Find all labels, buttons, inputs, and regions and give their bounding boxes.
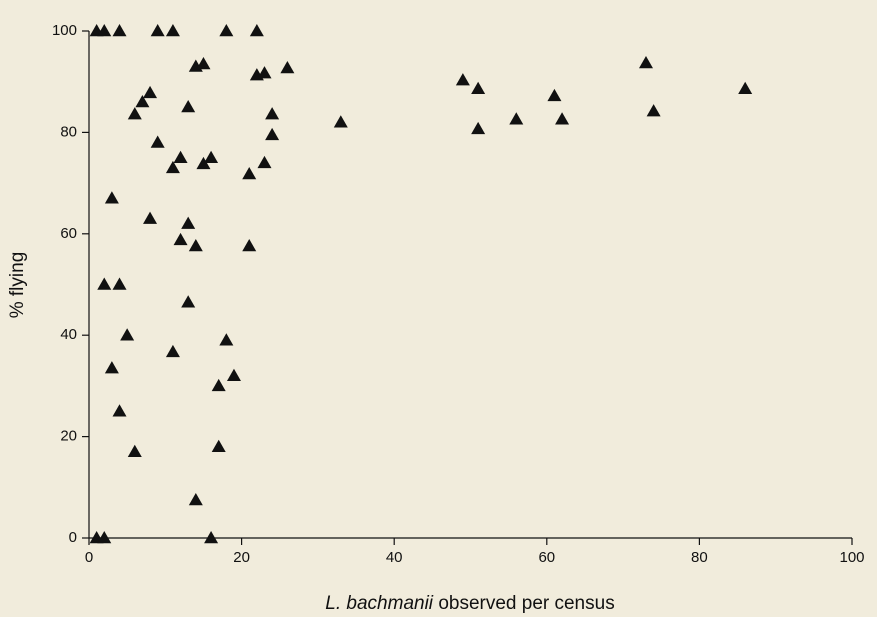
- data-point: [112, 24, 127, 37]
- data-point: [242, 166, 257, 180]
- x-tick-label: 60: [538, 549, 555, 566]
- y-tick-label: 0: [69, 529, 77, 546]
- x-tick-label: 0: [85, 549, 93, 566]
- data-point: [242, 238, 257, 252]
- x-tick-label: 100: [839, 549, 864, 566]
- data-point: [638, 55, 653, 69]
- data-point: [150, 135, 165, 148]
- data-point: [97, 277, 112, 290]
- data-point: [181, 295, 196, 308]
- data-point: [135, 94, 150, 108]
- data-point: [143, 85, 158, 99]
- x-tick-label: 80: [691, 549, 708, 566]
- data-point: [249, 24, 264, 37]
- data-point: [143, 211, 158, 224]
- data-point: [204, 531, 219, 544]
- data-point: [211, 439, 226, 452]
- data-point: [112, 404, 127, 417]
- y-tick-label: 40: [60, 326, 77, 343]
- data-point: [188, 492, 203, 506]
- data-point: [165, 344, 180, 358]
- y-tick-label: 60: [60, 225, 77, 242]
- data-point: [173, 232, 188, 246]
- data-point: [265, 127, 280, 141]
- x-tick-label: 20: [233, 549, 250, 566]
- y-tick-label: 80: [60, 123, 77, 140]
- x-axis-label-species: L. bachmanii: [325, 593, 434, 614]
- data-point: [188, 238, 203, 252]
- data-point: [219, 333, 234, 346]
- data-point: [455, 73, 470, 86]
- y-tick-label: 20: [60, 428, 77, 445]
- data-point: [257, 66, 272, 79]
- data-point: [120, 328, 135, 341]
- data-point: [265, 107, 280, 120]
- y-tick-label: 100: [52, 22, 77, 39]
- data-point: [219, 24, 234, 37]
- data-point: [333, 115, 348, 128]
- data-point: [165, 160, 180, 174]
- data-point: [509, 112, 524, 125]
- data-point: [181, 216, 196, 229]
- data-point: [173, 150, 188, 163]
- data-point: [646, 104, 661, 117]
- data-point: [97, 531, 112, 544]
- data-point: [204, 150, 219, 163]
- data-point: [555, 112, 570, 125]
- data-point: [165, 24, 180, 37]
- data-point: [127, 444, 142, 458]
- data-point: [97, 24, 112, 37]
- data-point: [127, 107, 142, 120]
- data-point: [257, 155, 272, 169]
- data-point: [211, 378, 226, 392]
- data-point: [104, 361, 119, 374]
- data-point: [181, 100, 196, 113]
- data-point: [547, 88, 562, 102]
- data-point: [196, 156, 211, 170]
- data-point: [196, 56, 211, 70]
- data-point: [226, 368, 241, 382]
- data-point: [104, 191, 119, 204]
- data-point: [280, 61, 295, 74]
- x-tick-label: 40: [386, 549, 403, 566]
- data-point: [738, 81, 753, 95]
- data-point: [150, 24, 165, 37]
- y-axis-label: % flying: [7, 252, 28, 319]
- data-point: [471, 121, 486, 135]
- x-axis-label: L. bachmanii observed per census: [325, 593, 614, 614]
- x-axis-label-rest: observed per census: [438, 593, 614, 614]
- data-point: [471, 81, 486, 95]
- data-point: [112, 277, 127, 290]
